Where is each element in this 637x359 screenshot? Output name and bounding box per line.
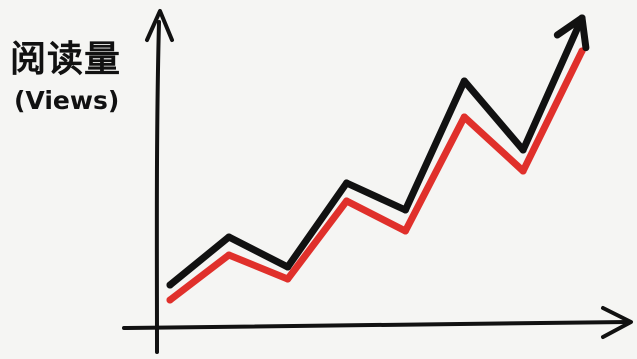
y-axis-line bbox=[154, 20, 161, 354]
series-2-point-7 bbox=[519, 167, 527, 175]
series-2-point-3 bbox=[284, 275, 292, 283]
series-1-point-4 bbox=[343, 179, 351, 187]
series-2-point-5 bbox=[401, 227, 409, 235]
y-axis-label-subtitle: (Views) bbox=[14, 86, 120, 115]
series-1-point-1 bbox=[166, 281, 174, 289]
x-axis-line bbox=[122, 320, 630, 330]
series-1-point-5 bbox=[401, 206, 409, 214]
series-2-point-4 bbox=[343, 197, 351, 205]
series-2-point-6 bbox=[460, 113, 468, 121]
y-axis-label: 阅读量 bbox=[10, 39, 122, 80]
series-1-arrowhead bbox=[553, 14, 590, 52]
series-2-point-2 bbox=[225, 251, 233, 259]
series-1-point-3 bbox=[284, 263, 292, 271]
y-axis-arrowhead bbox=[145, 9, 174, 42]
series-1-point-6 bbox=[460, 77, 468, 85]
series-2-point-1 bbox=[166, 296, 174, 304]
axes bbox=[122, 9, 633, 354]
series-1-point-7 bbox=[519, 146, 527, 154]
series-1-point-2 bbox=[225, 233, 233, 241]
series-line-2 bbox=[166, 47, 586, 304]
series-line-1 bbox=[166, 14, 586, 289]
series-layer bbox=[166, 14, 590, 304]
x-axis-arrowhead bbox=[601, 306, 633, 339]
